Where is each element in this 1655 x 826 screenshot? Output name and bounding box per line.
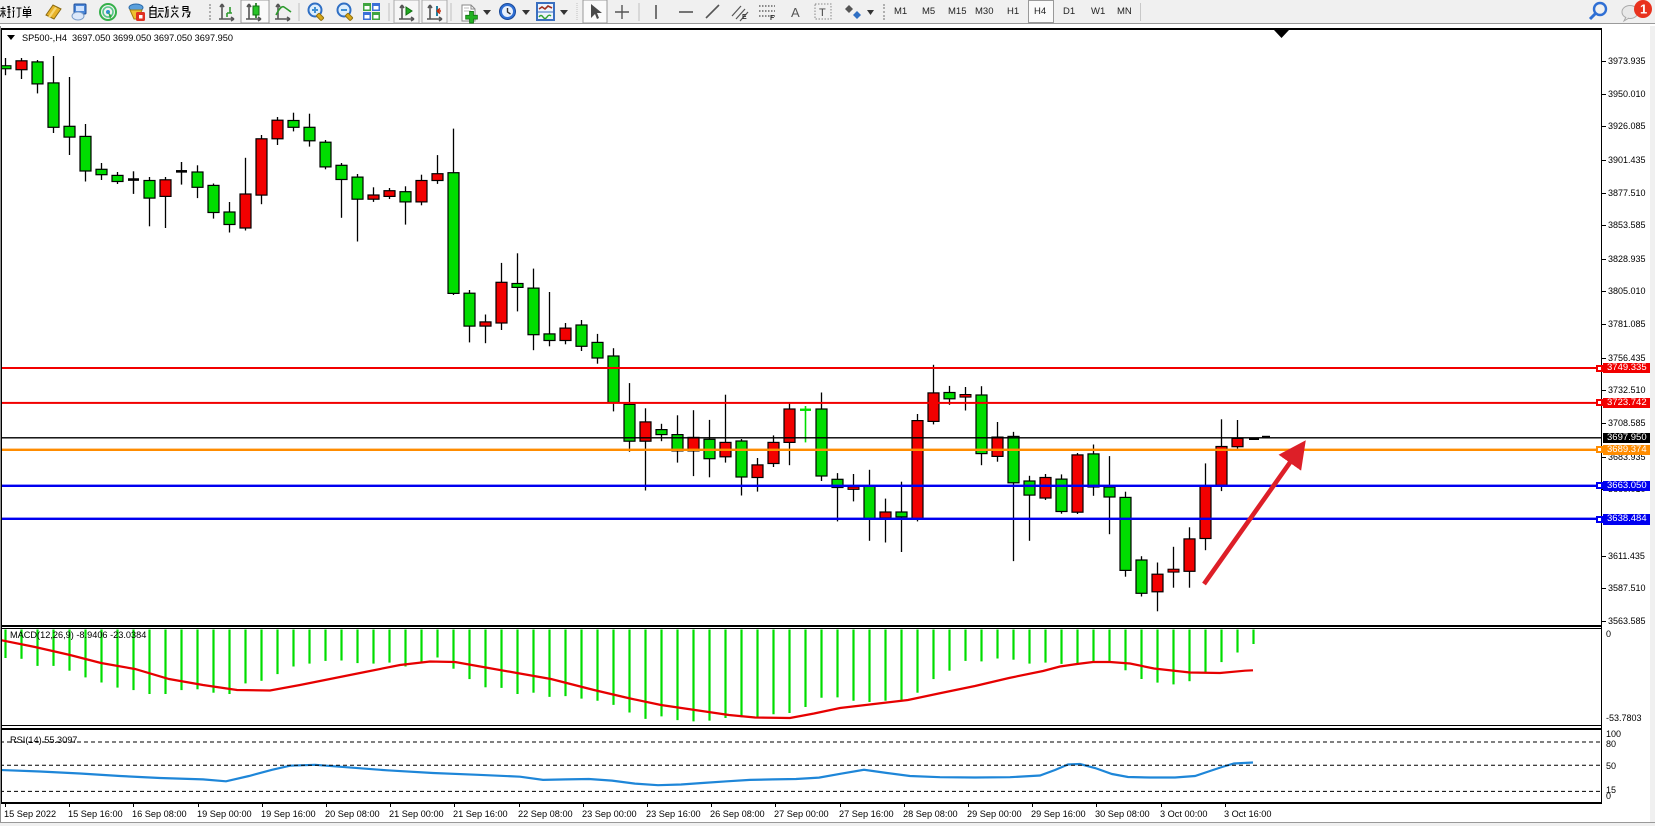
svg-text:T: T: [819, 7, 826, 19]
svg-text:F: F: [770, 15, 775, 22]
svg-text:E: E: [742, 14, 747, 21]
svg-text:A: A: [791, 5, 800, 20]
svg-text:1: 1: [1640, 2, 1647, 17]
